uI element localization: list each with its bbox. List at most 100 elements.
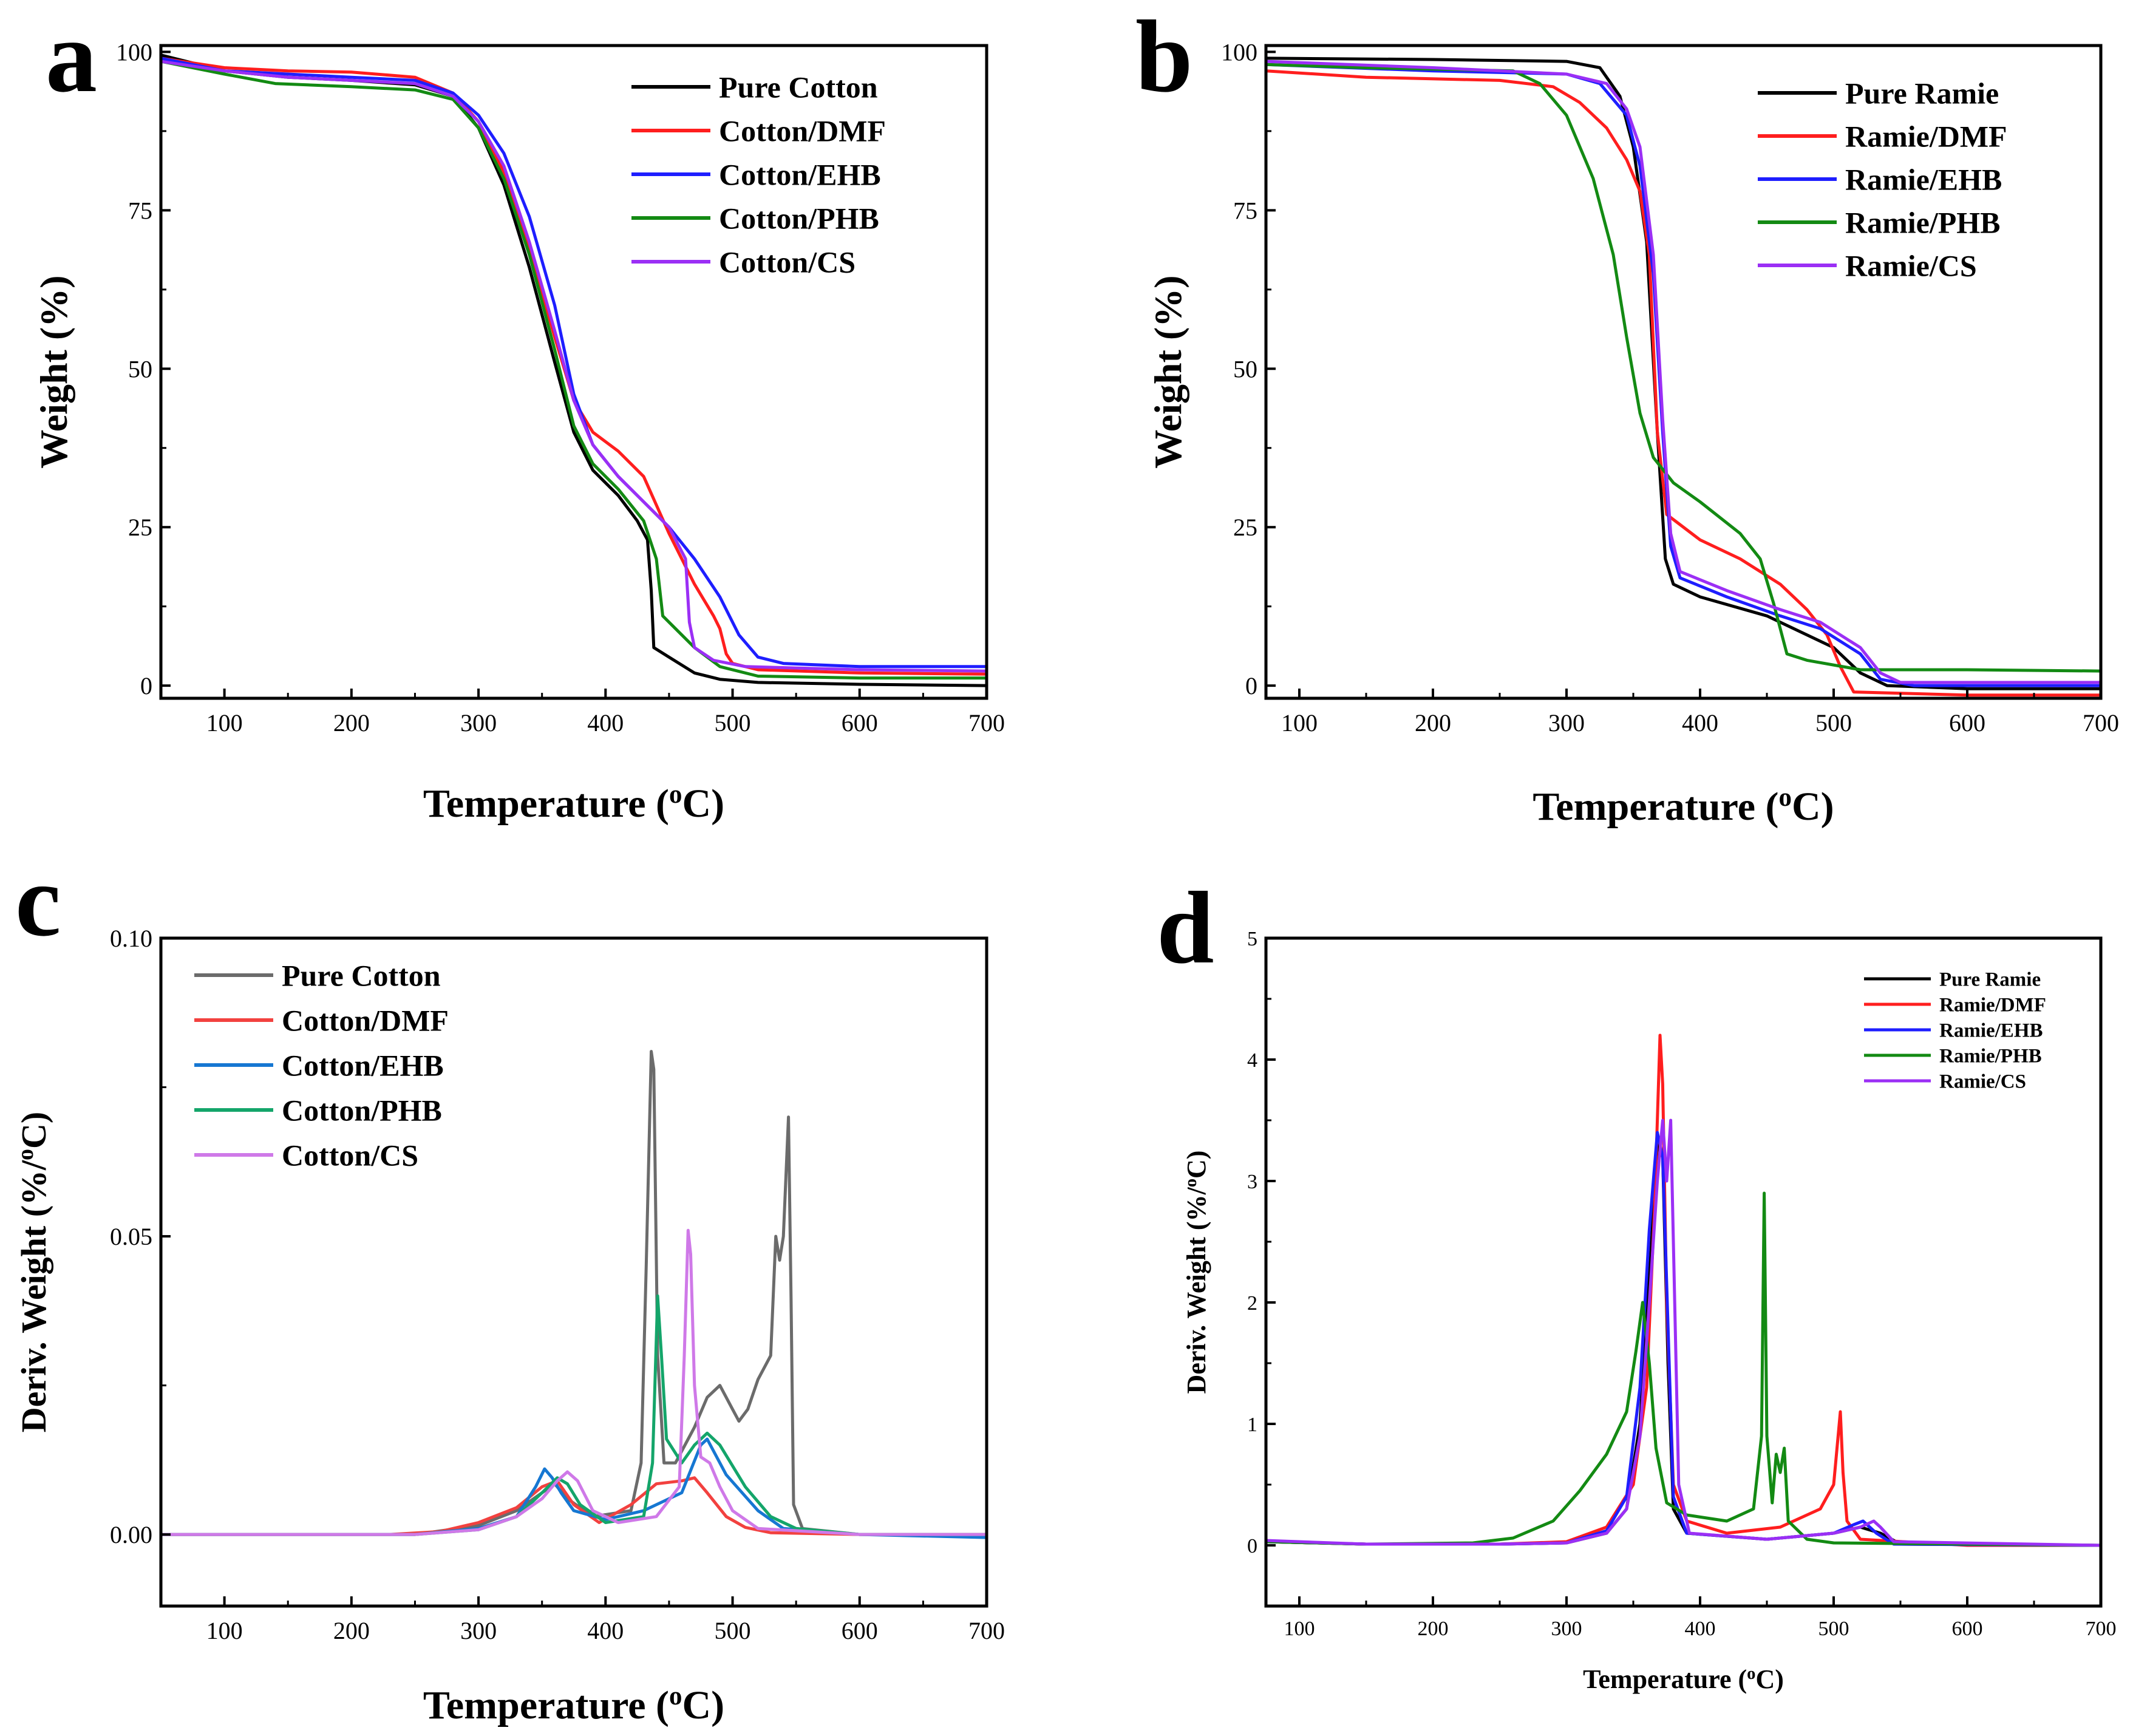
y-tick-label: 0.00: [110, 1521, 152, 1548]
series-line-cotton-phb: [161, 60, 987, 680]
panel-label-b: b: [1135, 0, 1193, 114]
legend-label-cotton-ehb: Cotton/EHB: [719, 158, 881, 192]
legend-label-cotton-phb: Cotton/PHB: [719, 202, 879, 236]
legend-c: Pure Cotton Cotton/DMF Cotton/EHB Cotton/PH…: [194, 959, 449, 1173]
legend-label-ramie-dmf: Ramie/DMF: [1939, 995, 2046, 1016]
plot-area-d: [1266, 1033, 2101, 1547]
series-line-ramie-phb: [1266, 1191, 2101, 1547]
y-tick-label: 75: [128, 197, 152, 224]
x-tick-label: 700: [2086, 1618, 2117, 1640]
legend-label-cotton-cs: Cotton/CS: [719, 245, 856, 279]
legend-label-ramie-phb: Ramie/PHB: [1939, 1046, 2042, 1067]
y-tick-label: 4: [1247, 1049, 1257, 1072]
y-tick-label: 5: [1247, 928, 1257, 950]
axes-frame-d: [1264, 936, 2103, 1608]
y-tick-label: 25: [1233, 514, 1257, 541]
y-tick-label: 3: [1247, 1171, 1257, 1193]
legend-label-ramie-dmf: Ramie/DMF: [1845, 120, 2007, 154]
y-tick-label: 50: [1233, 355, 1257, 383]
x-tick-label: 100: [206, 709, 243, 737]
plot-area-c: [161, 1050, 987, 1539]
series-line-cotton-dmf: [161, 1476, 987, 1536]
x-tick-label: 300: [460, 709, 497, 737]
x-tick-label: 400: [1682, 709, 1718, 737]
x-tick-label: 100: [1281, 709, 1318, 737]
x-tick-label: 600: [842, 1617, 878, 1644]
x-tick-label: 100: [206, 1617, 243, 1644]
y-axis-label: Weight (%): [1146, 275, 1189, 468]
legend-label-pure-cotton: Pure Cotton: [282, 959, 441, 993]
series-line-ramie-dmf: [1266, 69, 2101, 697]
legend-label-cotton-cs: Cotton/CS: [282, 1139, 418, 1173]
y-tick-label: 100: [1221, 38, 1257, 66]
x-tick-label: 700: [968, 1617, 1005, 1644]
series-line-ramie-ehb: [1266, 63, 2101, 687]
series-line-pure-ramie: [1266, 56, 2101, 690]
legend-label-cotton-ehb: Cotton/EHB: [282, 1049, 444, 1083]
axes-frame-b: [1264, 44, 2103, 700]
series-line-ramie-ehb: [1266, 1131, 2101, 1547]
legend-d: Pure Ramie Ramie/DMF Ramie/EHB Ramie/PHB Ram…: [1864, 969, 2046, 1093]
legend-label-cotton-phb: Cotton/PHB: [282, 1094, 442, 1128]
y-tick-label: 25: [128, 514, 152, 541]
series-line-ramie-dmf: [1266, 1033, 2101, 1547]
x-axis-label: Temperature (oC): [423, 780, 724, 826]
x-tick-label: 400: [587, 709, 624, 737]
x-tick-label: 300: [460, 1617, 497, 1644]
series-line-cotton-cs: [161, 60, 987, 673]
x-tick-label: 200: [333, 709, 370, 737]
plot-area-a: [161, 53, 987, 687]
y-tick-label: 75: [1233, 197, 1257, 224]
y-tick-label: 0.10: [110, 925, 152, 952]
legend-label-ramie-ehb: Ramie/EHB: [1845, 163, 2002, 197]
legend-a: Pure Cotton Cotton/DMF Cotton/EHB Cotton/PH…: [631, 70, 886, 279]
x-tick-label: 300: [1551, 1618, 1582, 1640]
x-tick-label: 600: [1952, 1618, 1983, 1640]
x-tick-label: 200: [1415, 709, 1451, 737]
legend-label-cotton-dmf: Cotton/DMF: [719, 114, 886, 148]
series-line-ramie-cs: [1266, 1118, 2101, 1547]
panel-label-a: a: [46, 0, 97, 114]
y-tick-label: 0: [1245, 672, 1257, 700]
legend-label-ramie-phb: Ramie/PHB: [1845, 206, 2001, 240]
series-line-cotton-cs: [161, 1228, 987, 1536]
panel-label-c: c: [15, 843, 61, 958]
series-line-pure-cotton: [161, 53, 987, 687]
panel-b: 100 200 300 400 500 600 700 0 25 50 75 100 Temperatu…: [1135, 0, 2119, 829]
x-tick-label: 600: [842, 709, 878, 737]
legend-b: Pure Ramie Ramie/DMF Ramie/EHB Ramie/PHB Ram…: [1758, 77, 2007, 283]
legend-label-pure-ramie: Pure Ramie: [1939, 969, 2041, 991]
x-tick-label: 500: [1815, 709, 1852, 737]
y-axis-label: Deriv. Weight (%/oC): [1182, 1151, 1212, 1394]
panel-c: 100 200 300 400 500 600 700 0.00 0.05 0.10 Tempera…: [13, 843, 1005, 1727]
axes-frame-c: [159, 936, 988, 1608]
x-tick-label: 200: [333, 1617, 370, 1644]
series-line-cotton-ehb: [161, 1437, 987, 1539]
y-tick-label: 1: [1247, 1414, 1257, 1436]
plot-area-b: [1266, 56, 2101, 697]
panel-d: 100 200 300 400 500 600 700 0 1 2 3 4 5 Temperature (…: [1157, 871, 2117, 1694]
series-line-cotton-phb: [161, 1294, 987, 1536]
series-line-pure-ramie: [1266, 1143, 2101, 1547]
y-tick-label: 100: [116, 38, 152, 66]
legend-label-ramie-ehb: Ramie/EHB: [1939, 1020, 2043, 1042]
legend-label-ramie-cs: Ramie/CS: [1845, 249, 1977, 283]
y-tick-label: 0: [140, 672, 152, 700]
legend-label-pure-cotton: Pure Cotton: [719, 70, 878, 104]
y-tick-label: 50: [128, 355, 152, 383]
x-tick-label: 400: [587, 1617, 624, 1644]
axes-frame-a: [159, 44, 988, 700]
legend-label-pure-ramie: Pure Ramie: [1845, 77, 1999, 111]
x-tick-label: 700: [2083, 709, 2119, 737]
legend-label-cotton-dmf: Cotton/DMF: [282, 1004, 449, 1038]
series-line-ramie-cs: [1266, 60, 2101, 684]
legend-label-ramie-cs: Ramie/CS: [1939, 1071, 2026, 1093]
series-line-cotton-ehb: [161, 56, 987, 669]
x-tick-label: 500: [1818, 1618, 1849, 1640]
y-tick-label: 0.05: [110, 1223, 152, 1250]
x-axis-label: Temperature (oC): [1583, 1664, 1784, 1695]
y-tick-label: 2: [1247, 1292, 1257, 1315]
series-line-cotton-dmf: [161, 56, 987, 676]
x-tick-label: 400: [1685, 1618, 1716, 1640]
